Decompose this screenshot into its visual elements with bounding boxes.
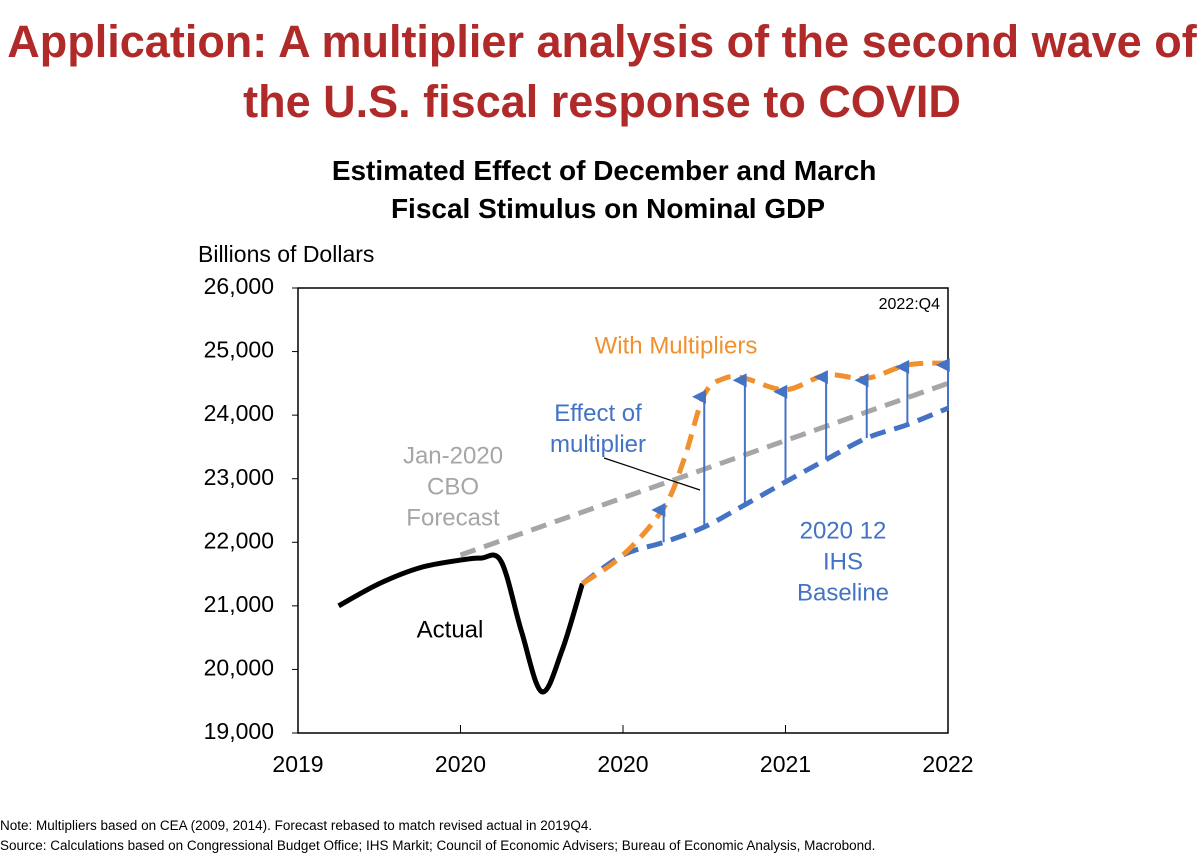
corner-label: 2022:Q4	[879, 296, 940, 313]
slide-title: Application: A multiplier analysis of th…	[7, 16, 1197, 127]
series-label: Jan-2020 CBO Forecast	[402, 442, 504, 532]
series-label: 2020 12 IHS Baseline	[796, 517, 890, 607]
y-tick-label: 21,000	[204, 591, 274, 617]
y-tick-label: 24,000	[204, 400, 274, 426]
y-tick-label: 20,000	[204, 655, 274, 681]
series-line	[580, 405, 949, 586]
series-line	[337, 552, 585, 695]
series-label: Actual	[416, 616, 484, 644]
y-axis-label: Billions of Dollars	[198, 241, 374, 267]
series-label: With Multipliers	[594, 332, 758, 360]
effect-label: Effect of multiplier	[549, 400, 647, 458]
chart-title: Estimated Effect of December and March F…	[332, 155, 884, 224]
y-tick-label: 25,000	[204, 337, 274, 363]
x-tick-label: 2020	[597, 751, 648, 777]
y-tick-label: 22,000	[204, 527, 274, 553]
x-tick-label: 2021	[760, 751, 811, 777]
x-tick-label: 2019	[272, 751, 323, 777]
y-tick-label: 19,000	[204, 718, 274, 744]
x-tick-label: 2022	[922, 751, 973, 777]
leader-line	[603, 457, 701, 491]
x-tick-label: 2020	[435, 751, 486, 777]
source: Source: Calculations based on Congressio…	[0, 838, 876, 853]
note: Note: Multipliers based on CEA (2009, 20…	[0, 818, 593, 833]
y-tick-label: 26,000	[204, 273, 274, 299]
y-tick-label: 23,000	[204, 464, 274, 490]
